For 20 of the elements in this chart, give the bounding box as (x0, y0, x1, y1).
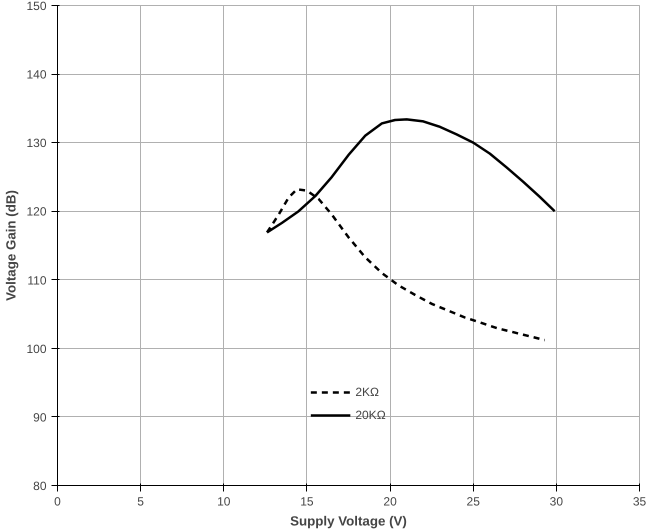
y-axis-title: Voltage Gain (dB) (3, 190, 18, 301)
y-tick-label: 130 (26, 136, 47, 150)
x-tick-label: 30 (550, 494, 564, 508)
legend-label: 2KΩ (355, 385, 379, 399)
legend-label: 20KΩ (355, 408, 386, 422)
y-tick-label: 150 (26, 0, 47, 13)
x-tick-label: 5 (137, 494, 144, 508)
x-tick-label: 0 (54, 494, 62, 508)
x-tick-label: 15 (300, 494, 314, 508)
x-tick-label: 10 (217, 494, 231, 508)
x-tick-label: 25 (466, 494, 480, 508)
x-tick-label: 20 (383, 494, 398, 508)
y-tick-label: 140 (26, 68, 47, 82)
y-tick-label: 120 (26, 204, 47, 219)
y-tick-label: 100 (26, 342, 47, 356)
y-tick-label: 110 (27, 273, 47, 288)
x-tick-label: 35 (632, 494, 646, 508)
y-tick-label: 80 (33, 479, 47, 493)
y-tick-label: 90 (33, 410, 47, 424)
x-axis-title: Supply Voltage (V) (290, 514, 407, 528)
